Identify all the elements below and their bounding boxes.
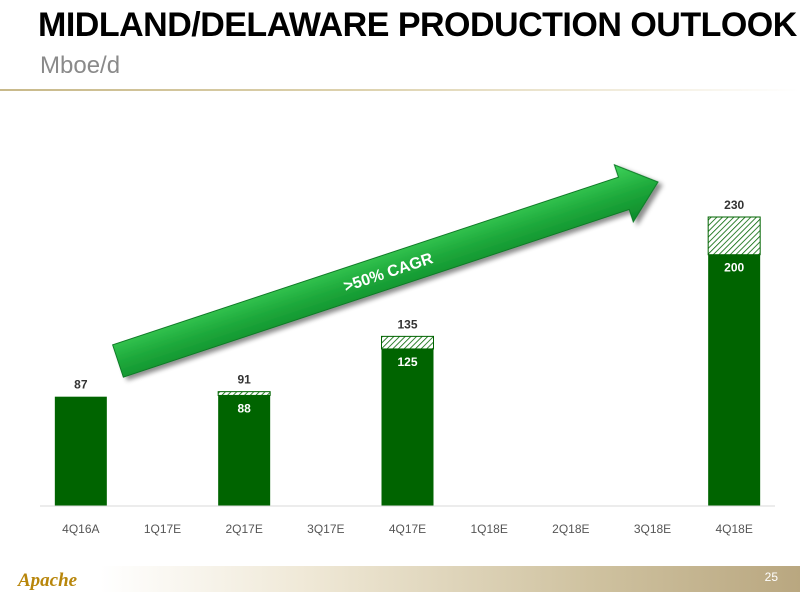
x-tick-label: 4Q18E <box>715 522 752 536</box>
x-tick-label: 3Q17E <box>307 522 344 536</box>
bar-base-segment <box>54 396 107 506</box>
footer-bar <box>100 566 800 592</box>
bar-base-segment <box>218 395 271 506</box>
bar-inner-label: 200 <box>724 261 744 275</box>
bar-total-label: 230 <box>724 198 744 212</box>
bar-total-label: 91 <box>237 373 251 387</box>
bar-base-segment <box>381 348 434 506</box>
page-title: MIDLAND/DELAWARE PRODUCTION OUTLOOK <box>38 6 797 44</box>
x-tick-label: 3Q18E <box>634 522 671 536</box>
x-tick-label: 4Q17E <box>389 522 426 536</box>
apache-logo: Apache <box>17 570 78 591</box>
cagr-arrow-shape <box>112 163 659 378</box>
x-tick-label: 2Q17E <box>225 522 262 536</box>
x-tick-label: 2Q18E <box>552 522 589 536</box>
bar-hatched-segment <box>217 391 271 396</box>
x-tick-label: 4Q16A <box>62 522 99 536</box>
x-tick-label: 1Q17E <box>144 522 181 536</box>
apache-logo-text: Apache <box>17 570 78 591</box>
bar-total-label: 135 <box>397 317 417 331</box>
header-divider <box>0 89 800 91</box>
bar-total-label: 87 <box>74 378 88 392</box>
bar-inner-label: 88 <box>237 401 251 415</box>
bar-hatched-segment <box>381 335 434 350</box>
x-tick-label: 1Q18E <box>470 522 507 536</box>
bar-hatched-segment <box>707 216 761 256</box>
page-subtitle: Mboe/d <box>40 52 121 79</box>
page-number: 25 <box>764 570 778 584</box>
bar-base-segment <box>708 254 761 506</box>
bar-inner-label: 125 <box>397 355 417 369</box>
